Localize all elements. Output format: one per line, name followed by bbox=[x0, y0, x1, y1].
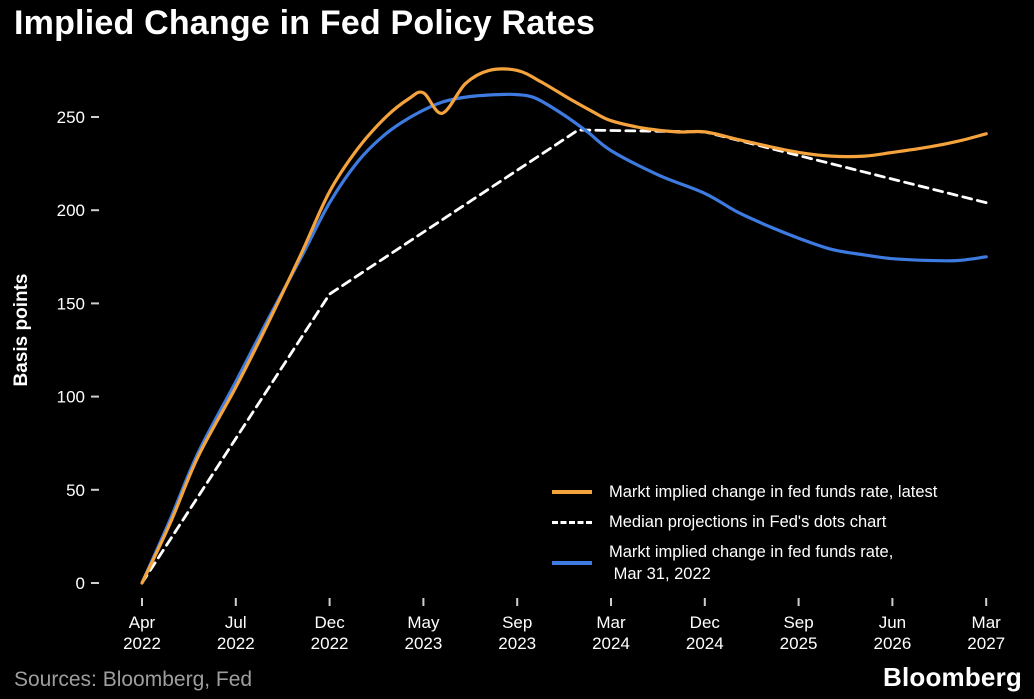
x-tick-label: Dec 2024 bbox=[686, 613, 724, 653]
legend-line-swatch bbox=[552, 490, 592, 494]
bloomberg-logo: Bloomberg bbox=[882, 662, 1022, 692]
x-tick-label: Dec 2022 bbox=[311, 613, 349, 653]
series-line-fed-dots bbox=[140, 128, 988, 585]
chart-title: Implied Change in Fed Policy Rates bbox=[14, 4, 596, 42]
x-tick-label: Jun 2026 bbox=[873, 613, 911, 653]
x-tick-label: Sep 2023 bbox=[498, 613, 536, 653]
series-line-latest bbox=[140, 67, 988, 585]
legend-label: Markt implied change in fed funds rate, … bbox=[609, 543, 894, 583]
y-tick-label: 100 bbox=[57, 388, 85, 407]
legend-label: Markt implied change in fed funds rate, … bbox=[609, 483, 938, 501]
footer: Sources: Bloomberg, Fed Bloomberg bbox=[14, 662, 1022, 693]
legend-label: Median projections in Fed's dots chart bbox=[609, 513, 887, 531]
y-tick-label: 250 bbox=[57, 108, 85, 127]
x-tick-label: Jul 2022 bbox=[217, 613, 255, 653]
x-tick-label: Apr 2022 bbox=[123, 613, 161, 653]
y-tick-label: 50 bbox=[66, 481, 85, 500]
legend-item: Median projections in Fed's dots chart bbox=[552, 511, 937, 533]
x-tick-label: May 2023 bbox=[404, 613, 442, 653]
y-tick-label: 200 bbox=[57, 201, 85, 220]
x-tick-label: Mar 2024 bbox=[592, 613, 630, 653]
legend-dashed-line-swatch bbox=[552, 520, 592, 524]
legend-item: Markt implied change in fed funds rate, … bbox=[552, 481, 937, 503]
x-tick-label: Mar 2027 bbox=[967, 613, 1005, 653]
legend: Markt implied change in fed funds rate, … bbox=[552, 481, 937, 593]
y-tick-label: 150 bbox=[57, 294, 85, 313]
x-tick-label: Sep 2025 bbox=[780, 613, 818, 653]
y-tick-label: 0 bbox=[76, 574, 85, 593]
legend-item: Markt implied change in fed funds rate, … bbox=[552, 541, 937, 585]
legend-line-swatch bbox=[552, 561, 592, 565]
source-note: Sources: Bloomberg, Fed bbox=[14, 668, 253, 691]
